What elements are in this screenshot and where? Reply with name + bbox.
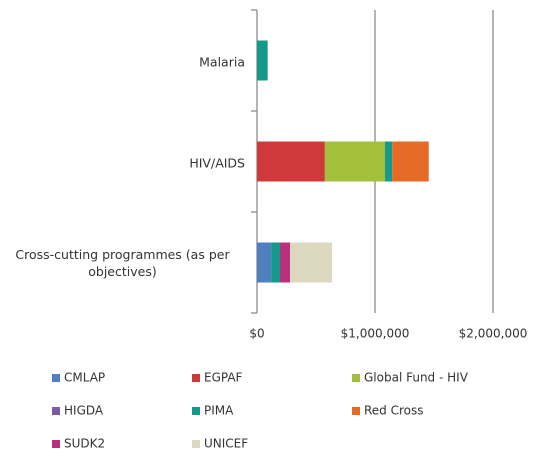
legend-swatch: [52, 407, 60, 415]
category-label: Cross-cutting programmes (as per objecti…: [0, 246, 245, 280]
x-tick-label: $1,000,000: [341, 327, 410, 341]
bar-segment: [257, 40, 268, 81]
category-text: Malaria: [199, 54, 245, 69]
category-label: Malaria: [0, 51, 245, 70]
legend-swatch: [192, 440, 200, 448]
bar-segment: [385, 141, 393, 182]
legend-swatch: [352, 407, 360, 415]
bar-segment: [324, 141, 386, 182]
bar-segment: [392, 141, 429, 182]
category-label: HIV/AIDS: [0, 152, 245, 171]
x-tick-label: $2,000,000: [459, 327, 528, 341]
legend-label: SUDK2: [64, 437, 105, 451]
legend-label: PIMA: [204, 404, 234, 418]
bar-segment: [257, 242, 272, 283]
category-text: HIV/AIDS: [189, 155, 245, 170]
category-text: Cross-cutting programmes (as per objecti…: [15, 246, 230, 279]
x-tick-label: $0: [249, 327, 264, 341]
legend-swatch: [192, 407, 200, 415]
bar-segment: [271, 242, 281, 283]
legend-label: Global Fund - HIV: [364, 371, 469, 385]
legend-label: EGPAF: [204, 371, 243, 385]
legend-swatch: [352, 374, 360, 382]
bar-segment: [280, 242, 291, 283]
legend-swatch: [52, 440, 60, 448]
legend-label: CMLAP: [64, 371, 105, 385]
bar-segment: [290, 242, 332, 283]
legend-label: Red Cross: [364, 404, 424, 418]
legend-swatch: [52, 374, 60, 382]
legend-swatch: [192, 374, 200, 382]
legend-label: UNICEF: [204, 437, 248, 451]
legend-label: HIGDA: [64, 404, 104, 418]
bar-segment: [257, 141, 325, 182]
